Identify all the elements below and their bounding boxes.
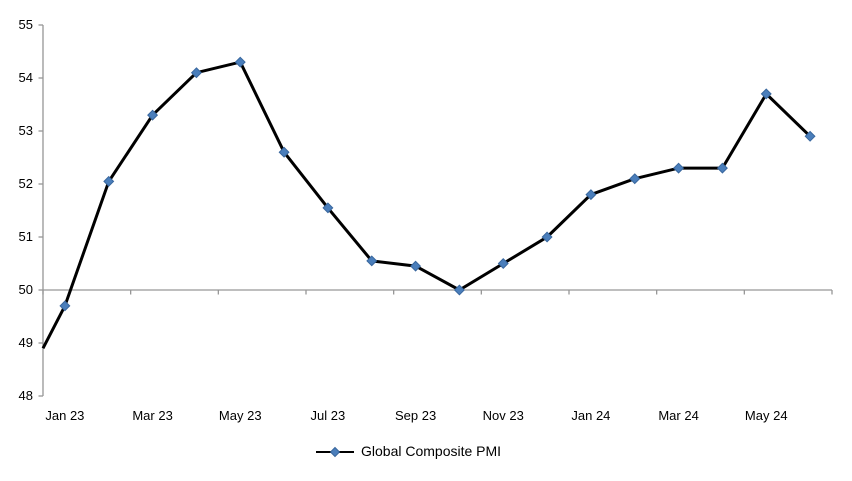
x-axis-label: Jul 23 <box>310 408 346 423</box>
legend: Global Composite PMI <box>316 443 501 460</box>
x-axis-label: May 24 <box>744 408 788 423</box>
pmi-data-point-marker <box>453 284 465 296</box>
pmi-data-point-marker <box>366 255 378 267</box>
y-axis-label: 53 <box>18 123 33 138</box>
pmi-data-point-marker <box>541 231 553 243</box>
y-axis-label: 55 <box>18 17 33 32</box>
y-axis-label: 48 <box>18 388 33 403</box>
pmi-data-point-marker <box>497 257 509 270</box>
pmi-data-point-marker <box>716 162 728 174</box>
x-axis-label: Jan 24 <box>571 408 611 423</box>
pmi-data-point-marker <box>278 146 290 158</box>
legend-diamond-icon <box>329 446 341 457</box>
y-axis-label: 54 <box>18 70 33 85</box>
x-axis-label: Mar 24 <box>658 408 699 423</box>
x-axis-label: Jan 23 <box>45 408 85 423</box>
pmi-data-point-marker <box>585 189 597 201</box>
y-axis-label: 50 <box>18 282 33 297</box>
y-axis-label: 51 <box>18 229 33 244</box>
x-axis-label: Sep 23 <box>394 408 437 423</box>
pmi-data-point-marker <box>59 300 71 312</box>
pmi-data-point-marker <box>760 88 772 100</box>
pmi-data-point-marker <box>673 162 685 174</box>
pmi-data-point-marker <box>234 56 246 68</box>
pmi-data-point-marker <box>322 202 334 214</box>
x-axis-label: Mar 23 <box>132 408 173 423</box>
x-axis-label: May 23 <box>218 408 262 423</box>
pmi-data-point-marker <box>410 260 422 272</box>
pmi-data-point-marker <box>103 175 115 187</box>
pmi-data-point-marker <box>190 67 202 79</box>
pmi-data-point-marker <box>804 130 816 142</box>
legend-label: Global Composite PMI <box>361 443 502 459</box>
pmi-data-point-marker <box>147 109 159 121</box>
x-axis-label: Nov 23 <box>482 408 524 423</box>
y-axis-label: 49 <box>18 335 33 350</box>
pmi-series-line <box>41 60 812 349</box>
pmi-data-point-marker <box>629 173 641 185</box>
y-axis-label: 52 <box>18 176 33 191</box>
legend-line-marker-icon <box>316 446 354 457</box>
